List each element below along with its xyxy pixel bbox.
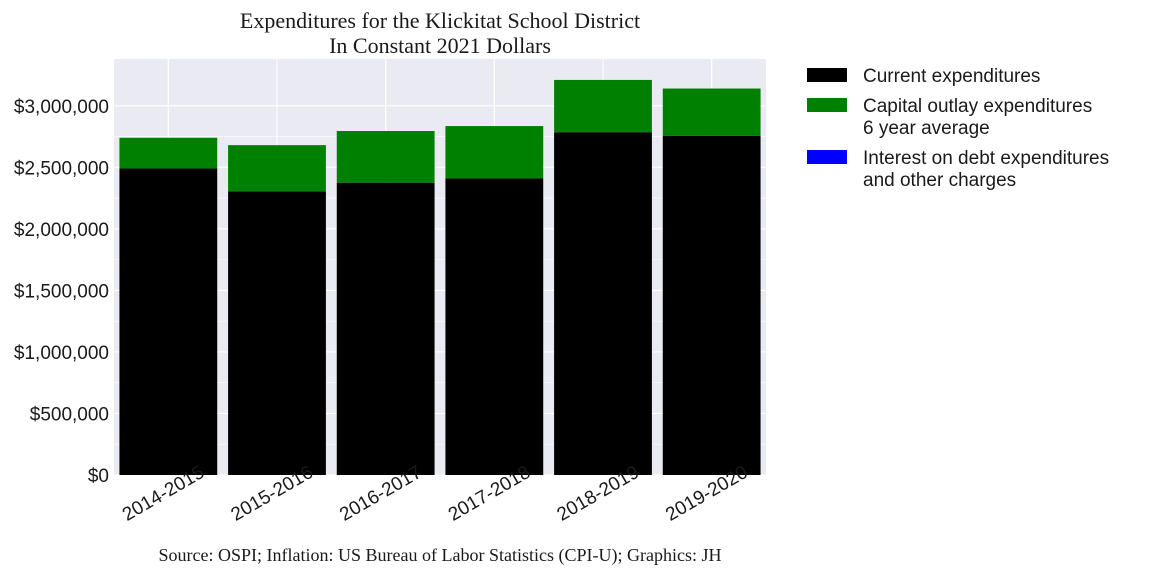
bar-2014-2015-series-1	[119, 137, 218, 169]
y-axis-ticks: $0 $500,000 $1,000,000 $1,500,000 $2,000,000…	[14, 97, 109, 487]
bar-2016-2017-series-1	[336, 131, 435, 183]
plot-area	[114, 59, 766, 475]
y-tick-label: $1,500,000	[14, 281, 109, 302]
y-tick-label: $500,000	[30, 404, 109, 425]
legend-label-2: and other charges	[863, 170, 1016, 191]
legend-label-2: Interest on debt expenditures	[863, 148, 1109, 169]
bar-2018-2019-series-0	[554, 132, 652, 475]
y-tick-label: $2,500,000	[14, 158, 109, 179]
bar-2019-2020-series-1	[662, 88, 761, 136]
legend: Current expenditures Capital outlay expen…	[807, 66, 1109, 191]
bar-2017-2018-series-0	[445, 178, 544, 475]
bar-2019-2020-series-0	[662, 135, 761, 475]
bar-stacks	[119, 79, 761, 476]
legend-label-1: Capital outlay expenditures	[863, 96, 1092, 117]
legend-swatch-2	[807, 150, 847, 164]
y-tick-label: $2,000,000	[14, 220, 109, 241]
bar-2015-2016-series-0	[228, 191, 326, 476]
bar-2016-2017-series-0	[336, 182, 435, 475]
bar-2015-2016-series-1	[228, 145, 326, 192]
legend-swatch-0	[807, 68, 847, 82]
bar-2018-2019-series-1	[554, 79, 652, 133]
y-tick-label: $1,000,000	[14, 343, 109, 364]
source-note: Source: OSPI; Inflation: US Bureau of La…	[159, 545, 722, 566]
bar-2017-2018-series-1	[445, 126, 544, 179]
chart-subtitle: In Constant 2021 Dollars	[329, 33, 551, 58]
legend-label-1: 6 year average	[863, 118, 990, 139]
y-tick-label: $3,000,000	[14, 97, 109, 118]
chart-title: Expenditures for the Klickitat School Di…	[240, 8, 640, 33]
legend-swatch-1	[807, 98, 847, 112]
y-tick-label: $0	[88, 466, 109, 487]
legend-label-0: Current expenditures	[863, 66, 1040, 87]
bar-2014-2015-series-0	[119, 168, 218, 476]
